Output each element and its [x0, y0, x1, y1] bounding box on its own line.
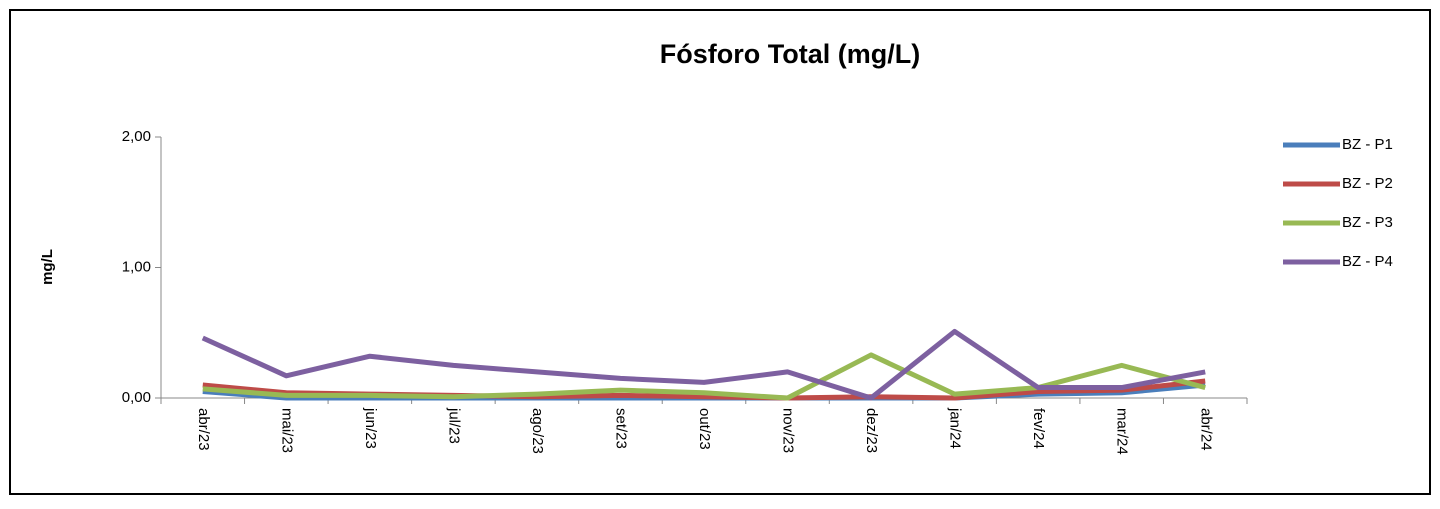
y-tick-label: 1,00	[122, 258, 151, 275]
chart-title: Fósforo Total (mg/L)	[660, 39, 920, 69]
legend-label: BZ - P3	[1342, 214, 1393, 231]
x-tick-label: mai/23	[278, 408, 295, 453]
x-tick-label: nov/23	[780, 408, 797, 453]
y-tick-label: 2,00	[122, 128, 151, 145]
y-axis-title: mg/L	[39, 249, 56, 285]
legend-label: BZ - P1	[1342, 136, 1393, 153]
x-tick-label: set/23	[612, 408, 629, 449]
legend-label: BZ - P2	[1342, 175, 1393, 192]
x-tick-label: ago/23	[529, 408, 546, 454]
y-tick-label: 0,00	[122, 389, 151, 406]
x-tick-label: jul/23	[445, 407, 462, 444]
chart-border	[9, 9, 1431, 495]
x-tick-label: mar/24	[1114, 408, 1131, 455]
series-line	[201, 328, 1206, 401]
x-tick-label: dez/23	[863, 408, 880, 453]
legend-label: BZ - P4	[1342, 253, 1393, 270]
x-tick-label: abr/23	[195, 408, 212, 451]
x-tick-label: out/23	[696, 408, 713, 450]
x-tick-label: jun/23	[362, 407, 379, 449]
x-tick-label: jan/24	[947, 407, 964, 449]
x-tick-label: abr/24	[1197, 408, 1214, 451]
x-tick-label: fev/24	[1030, 408, 1047, 449]
